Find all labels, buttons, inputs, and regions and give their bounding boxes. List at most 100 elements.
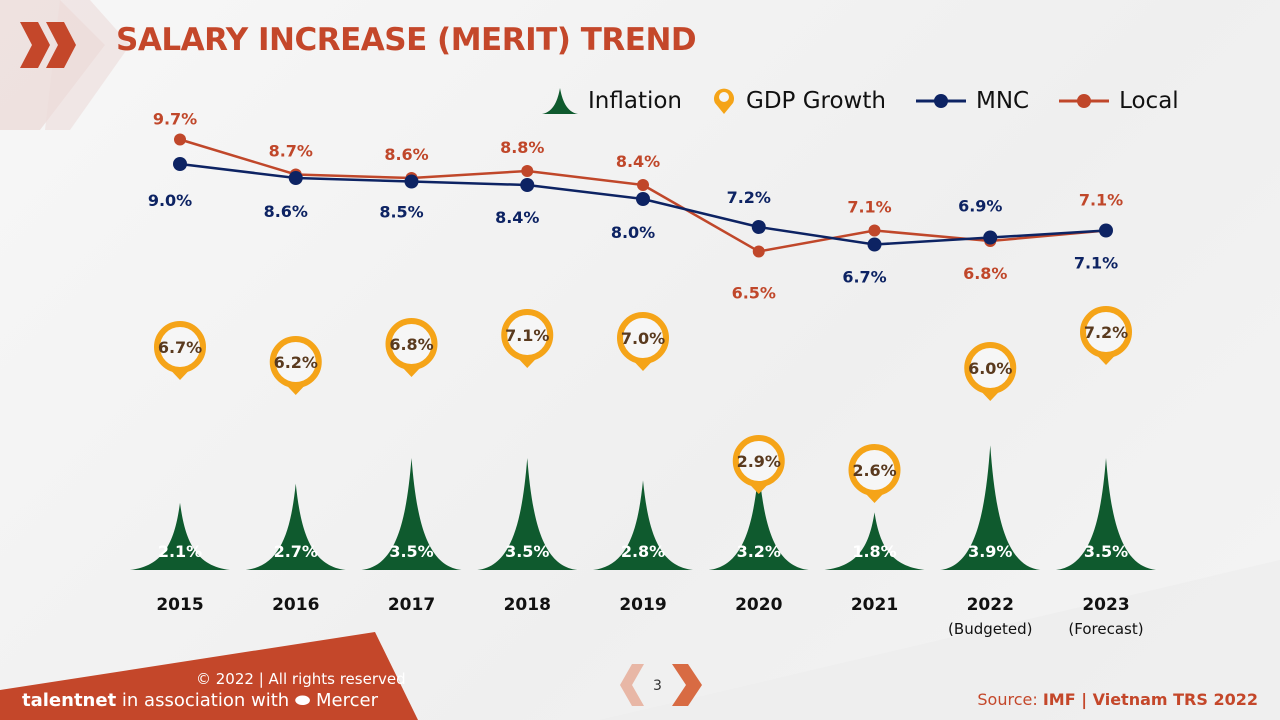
- gdp-pin: [385, 318, 438, 370]
- line-marker-icon: [915, 94, 966, 108]
- peak-icon: [542, 88, 578, 114]
- mnc-point: [983, 230, 998, 245]
- mnc-point: [636, 192, 650, 206]
- inflation-label: 3.5%: [1084, 542, 1128, 561]
- local-label: 6.5%: [732, 284, 776, 303]
- gdp-pin: [154, 321, 206, 373]
- legend-inflation: Inflation: [540, 87, 682, 115]
- inflation-peak: [824, 512, 925, 570]
- gdp-label: 7.2%: [1084, 323, 1128, 342]
- x-tick-label: 2023: [1082, 595, 1129, 615]
- legend-local: Local: [1057, 88, 1179, 114]
- gdp-label: 7.1%: [505, 326, 549, 345]
- mnc-label: 9.0%: [148, 191, 192, 210]
- inflation-peak: [477, 458, 578, 570]
- local-point: [174, 133, 186, 146]
- x-tick-label: 2019: [619, 595, 666, 615]
- local-point: [637, 179, 649, 191]
- inflation-label: 3.5%: [505, 542, 549, 561]
- mnc-point: [1099, 223, 1113, 238]
- gdp-pin: [732, 435, 785, 487]
- local-label: 8.6%: [384, 145, 428, 164]
- mnc-label: 6.9%: [958, 197, 1002, 216]
- footer-band: [0, 632, 418, 720]
- gdp-pin: [848, 444, 901, 496]
- x-tick-label: 2022: [967, 595, 1014, 615]
- local-label: 6.8%: [963, 264, 1007, 283]
- gdp-label: 2.6%: [852, 461, 896, 480]
- inflation-peak: [361, 458, 462, 570]
- association-text: in association with: [121, 690, 290, 711]
- mnc-label: 7.1%: [1074, 254, 1118, 273]
- x-tick-sublabel: (Forecast): [1068, 620, 1143, 638]
- gdp-label: 7.0%: [621, 329, 665, 348]
- x-tick-sublabel: (Budgeted): [948, 620, 1032, 638]
- gdp-pin: [617, 312, 669, 364]
- line-marker-icon: [1059, 94, 1110, 108]
- legend-mnc: MNC: [914, 88, 1029, 114]
- legend-label: MNC: [975, 88, 1030, 114]
- mnc-label: 7.2%: [727, 188, 771, 207]
- mnc-label: 8.4%: [495, 208, 539, 227]
- legend-label: Local: [1119, 88, 1179, 114]
- x-tick-label: 2018: [504, 595, 551, 615]
- chart-legend: Inflation GDP Growth MNC Local: [540, 86, 1207, 116]
- legend-label: Inflation: [588, 88, 682, 114]
- local-label: 7.1%: [1079, 191, 1123, 210]
- page-title: SALARY INCREASE (MERIT) TREND: [116, 22, 697, 58]
- inflation-label: 1.8%: [852, 542, 896, 561]
- legend-label: GDP Growth: [746, 88, 886, 114]
- inflation-peak: [245, 483, 346, 570]
- mnc-point: [751, 220, 766, 234]
- mnc-label: 8.6%: [264, 202, 308, 221]
- local-label: 8.7%: [269, 142, 313, 161]
- page-next-icon: [672, 664, 702, 706]
- page-number: 3: [653, 678, 662, 694]
- brand-line: talentnet in association with ⬬ Mercer: [22, 690, 378, 711]
- inflation-label: 2.1%: [158, 542, 202, 561]
- local-point: [868, 224, 881, 237]
- talentnet-logo: talentnet: [22, 690, 117, 711]
- inflation-peak: [130, 502, 230, 570]
- local-label: 7.1%: [847, 198, 891, 217]
- inflation-label: 3.9%: [968, 542, 1012, 561]
- inflation-label: 3.2%: [737, 542, 781, 561]
- local-point: [752, 245, 765, 258]
- x-tick-label: 2021: [851, 595, 898, 615]
- local-point: [521, 165, 534, 177]
- source-value: IMF | Vietnam TRS 2022: [1042, 690, 1258, 709]
- gdp-label: 6.8%: [389, 335, 433, 354]
- source-label: Source:: [977, 690, 1043, 709]
- mnc-label: 8.5%: [379, 203, 423, 222]
- x-tick-label: 2016: [272, 595, 319, 615]
- gdp-label: 6.7%: [158, 338, 202, 357]
- legend-gdp: GDP Growth: [710, 86, 886, 116]
- copyright: © 2022 | All rights reserved: [196, 670, 406, 688]
- mnc-point: [173, 157, 187, 171]
- inflation-peak: [1056, 458, 1156, 570]
- inflation-label: 3.5%: [389, 542, 433, 561]
- gdp-pin: [964, 342, 1017, 394]
- mnc-point: [867, 237, 882, 252]
- gdp-label: 2.9%: [737, 452, 781, 471]
- inflation-label: 2.8%: [621, 542, 665, 561]
- mercer-logo: Mercer: [316, 690, 378, 711]
- inflation-label: 2.7%: [274, 542, 318, 561]
- local-label: 8.4%: [616, 152, 660, 171]
- x-tick-label: 2015: [156, 595, 203, 615]
- mnc-point: [288, 171, 303, 185]
- inflation-peak: [593, 480, 693, 570]
- gdp-label: 6.0%: [968, 359, 1012, 378]
- page-prev-icon: [620, 664, 644, 706]
- gdp-pin: [1080, 306, 1132, 358]
- gdp-pin: [501, 309, 554, 361]
- x-tick-label: 2017: [388, 595, 435, 615]
- map-pin-icon: [714, 88, 734, 114]
- local-label: 8.8%: [500, 138, 544, 157]
- mercer-logo-icon: ⬬: [294, 690, 311, 711]
- mnc-label: 8.0%: [611, 223, 655, 242]
- inflation-peak: [940, 445, 1041, 570]
- mnc-point: [404, 174, 419, 189]
- mnc-label: 6.7%: [842, 268, 886, 287]
